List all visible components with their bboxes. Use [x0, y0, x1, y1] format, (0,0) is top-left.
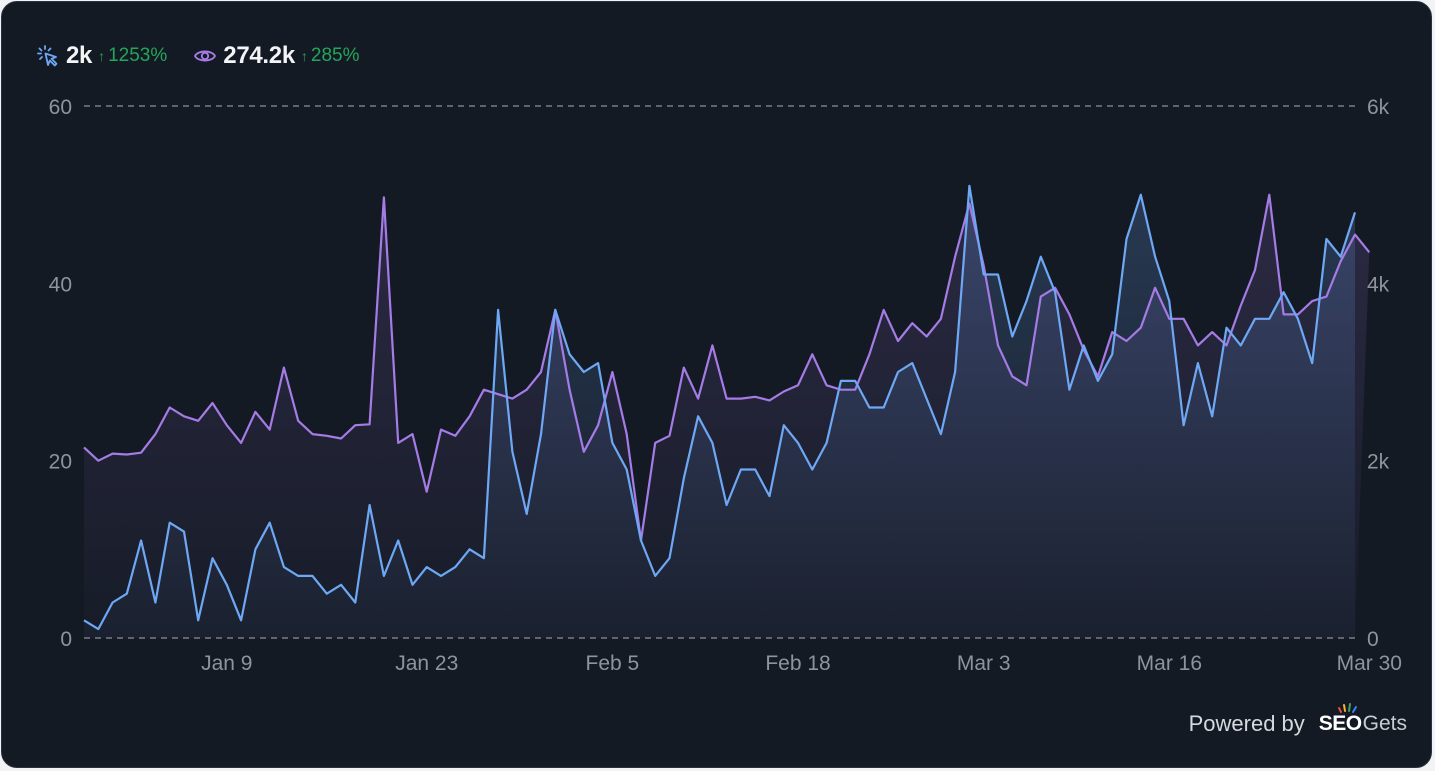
clicks-area: [84, 185, 1355, 639]
powered-by-label: Powered by: [1188, 711, 1305, 736]
logo-seo-text: SEO: [1318, 712, 1362, 735]
line-chart[interactable]: 0 20 40 60 0 2k 4k 6k Jan 9 Jan 23 Feb 5 Feb 18 Mar …: [2, 2, 1432, 702]
y-right-tick-label: 2k: [1367, 451, 1390, 474]
y-right-tick-label: 4k: [1367, 273, 1390, 296]
y-right-tick-label: 0: [1367, 628, 1379, 651]
x-tick-label: Feb 5: [586, 652, 640, 675]
impressions-value: 274.2k: [223, 42, 295, 69]
y-left-tick-label: 0: [60, 628, 72, 651]
clicks-change: ↑ 1253%: [98, 45, 167, 67]
x-tick-label: Jan 23: [395, 652, 458, 675]
series-lines: [83, 184, 1371, 631]
clicks-change-value: 1253%: [108, 45, 168, 66]
logo-gets-text: Gets: [1362, 712, 1407, 735]
powered-by-footer: Powered by SEO Gets: [1188, 703, 1407, 737]
y-right-tick-label: 6k: [1367, 96, 1390, 119]
axis-labels: 0 20 40 60 0 2k 4k 6k Jan 9 Jan 23 Feb 5 Feb 18 Mar …: [49, 96, 1402, 675]
x-tick-label: Feb 18: [765, 652, 830, 675]
metric-impressions[interactable]: 274.2k ↑ 285%: [193, 42, 360, 70]
y-left-tick-label: 40: [49, 273, 72, 296]
arrow-up-icon: ↑: [98, 48, 106, 64]
y-left-tick-label: 20: [49, 451, 72, 474]
series-areas: [84, 185, 1370, 639]
impressions-line[interactable]: [83, 193, 1371, 542]
logo-burst-icon: [1337, 703, 1357, 713]
clicks-line[interactable]: [83, 184, 1357, 631]
x-tick-label: Mar 30: [1337, 652, 1402, 675]
impressions-change-value: 285%: [310, 45, 360, 66]
metric-clicks[interactable]: 2k ↑ 1253%: [36, 42, 167, 70]
impressions-change: ↑ 285%: [301, 45, 360, 67]
metrics-summary: 2k ↑ 1253% 274.2k ↑ 285%: [36, 40, 360, 72]
arrow-up-icon: ↑: [300, 48, 308, 64]
y-left-tick-label: 60: [49, 96, 72, 119]
x-tick-label: Mar 16: [1137, 652, 1202, 675]
cursor-click-icon: [37, 45, 58, 67]
clicks-value: 2k: [66, 42, 93, 69]
x-tick-label: Mar 3: [957, 652, 1011, 675]
x-tick-label: Jan 9: [201, 652, 252, 675]
seogets-logo[interactable]: SEO Gets: [1318, 703, 1407, 736]
eye-icon: [194, 50, 217, 62]
